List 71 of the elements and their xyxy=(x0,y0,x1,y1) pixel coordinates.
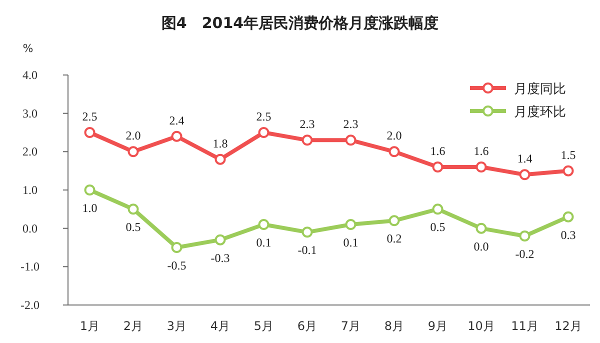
point xyxy=(171,242,182,253)
y-tick-label: 1.0 xyxy=(22,183,38,197)
x-tick-label: 9月 xyxy=(428,319,448,333)
data-label: -0.2 xyxy=(515,247,534,261)
point xyxy=(214,234,226,246)
chart-title: 图4 2014年居民消费价格月度涨跌幅度 xyxy=(161,14,439,32)
data-label: 1.6 xyxy=(474,144,489,158)
data-label: -0.3 xyxy=(210,250,230,265)
point xyxy=(388,146,400,158)
x-tick-label: 6月 xyxy=(297,319,318,333)
data-label: 2.3 xyxy=(300,117,315,132)
point xyxy=(476,162,487,172)
point xyxy=(302,134,313,146)
data-label: 1.8 xyxy=(212,136,228,150)
x-tick-label: 8月 xyxy=(384,319,404,333)
point xyxy=(345,134,356,146)
y-tick-label: -2.0 xyxy=(20,298,40,312)
point xyxy=(476,222,487,234)
y-tick-label: 4.0 xyxy=(22,68,38,82)
point xyxy=(128,204,139,215)
point xyxy=(432,162,444,172)
point xyxy=(432,204,444,215)
x-tick-label: 1月 xyxy=(80,319,100,333)
y-tick-label: 2.0 xyxy=(22,144,38,159)
x-tick-label: 7月 xyxy=(340,319,361,333)
point xyxy=(258,127,270,138)
data-label: -0.1 xyxy=(298,243,317,258)
y-tick-label: 3.0 xyxy=(22,106,38,120)
point xyxy=(388,215,400,226)
data-label: 0.5 xyxy=(430,220,446,234)
data-label: 2.0 xyxy=(386,128,402,143)
y-tick-label: 0.0 xyxy=(22,221,38,236)
data-label: 0.3 xyxy=(560,228,576,242)
data-label: 0.1 xyxy=(256,236,272,250)
point xyxy=(214,154,226,165)
point xyxy=(171,130,182,142)
data-label: 0.0 xyxy=(474,239,489,254)
point xyxy=(128,146,139,158)
x-tick-label: 2月 xyxy=(123,319,144,333)
point xyxy=(519,169,530,180)
point xyxy=(562,165,574,176)
data-label: -0.5 xyxy=(167,258,186,272)
point xyxy=(258,219,270,230)
data-label: 1.0 xyxy=(82,201,98,215)
data-label: 0.2 xyxy=(386,232,402,246)
point xyxy=(302,226,313,238)
x-tick-label: 10月 xyxy=(468,319,495,333)
point xyxy=(345,219,356,230)
y-tick-label: -1.0 xyxy=(20,260,40,274)
data-label: 2.4 xyxy=(169,113,184,128)
x-tick-label: 5月 xyxy=(254,319,274,333)
data-label: 2.3 xyxy=(343,117,358,132)
data-label: 0.5 xyxy=(126,220,141,234)
data-label: 1.5 xyxy=(560,148,576,162)
x-tick-label: 4月 xyxy=(210,319,230,333)
point xyxy=(84,127,96,138)
legend-label: 月度同比 xyxy=(514,81,566,97)
x-tick-label: 3月 xyxy=(166,319,187,333)
legend-label: 月度环比 xyxy=(514,104,566,120)
point xyxy=(562,211,574,222)
point xyxy=(519,230,530,242)
data-label: 1.6 xyxy=(430,144,446,158)
x-tick-label: 12月 xyxy=(554,319,582,333)
data-label: 1.4 xyxy=(517,152,532,166)
data-label: 2.5 xyxy=(256,110,272,124)
point xyxy=(84,184,96,196)
y-axis-title: % xyxy=(22,42,34,55)
x-tick-label: 11月 xyxy=(511,319,538,333)
data-label: 2.5 xyxy=(82,110,98,124)
data-label: 0.1 xyxy=(343,236,358,250)
data-label: 2.0 xyxy=(126,128,141,143)
